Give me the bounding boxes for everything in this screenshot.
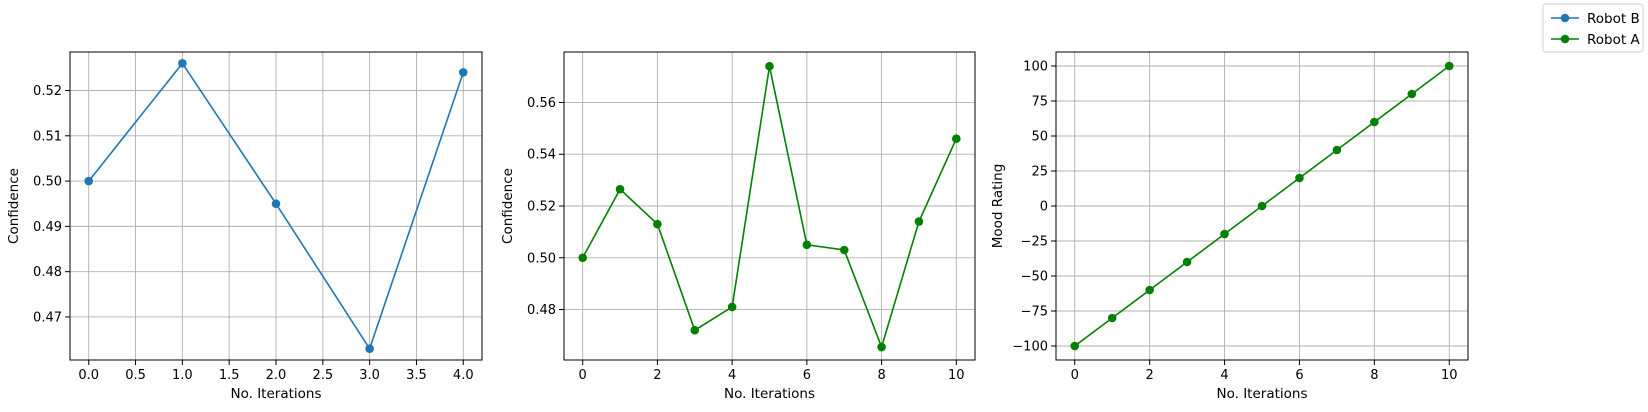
legend-marker — [1560, 13, 1570, 23]
y-tick-label: 0.52 — [527, 200, 556, 215]
y-tick-label: 100 — [1023, 60, 1048, 75]
data-point — [1145, 285, 1154, 295]
data-point — [765, 61, 774, 71]
x-tick-label: 10 — [1441, 368, 1458, 383]
y-tick-label: −50 — [1021, 270, 1048, 285]
y-axis-label: Confidence — [6, 168, 22, 244]
y-tick-label: −100 — [1012, 340, 1048, 355]
y-tick-label: 0.50 — [33, 175, 62, 190]
x-tick-label: 3.5 — [406, 368, 427, 383]
y-tick-label: 0.49 — [33, 220, 62, 235]
y-axis-label: Mood Rating — [990, 164, 1006, 249]
legend-label: Robot A — [1587, 32, 1640, 48]
legend-marker — [1560, 34, 1570, 44]
legend-entry-robot-b: Robot B — [1551, 11, 1640, 27]
data-point — [802, 240, 812, 250]
data-point — [1295, 173, 1304, 183]
x-tick-label: 6 — [1295, 368, 1303, 383]
data-point — [458, 68, 468, 77]
data-point — [578, 253, 587, 263]
data-point — [839, 245, 849, 255]
data-point — [1257, 201, 1267, 211]
y-tick-label: 0.56 — [527, 96, 556, 111]
y-tick-label: 0.54 — [527, 148, 556, 163]
x-tick-label: 6 — [803, 368, 811, 383]
x-tick-label: 3.0 — [359, 368, 380, 383]
data-point — [365, 344, 374, 353]
plot-frame — [1055, 51, 1469, 361]
y-tick-label: 0.48 — [33, 265, 62, 280]
data-point — [178, 59, 187, 68]
x-tick-label: 2.5 — [312, 368, 333, 383]
x-tick-label: 4.0 — [453, 368, 474, 383]
data-point — [914, 217, 924, 226]
data-point — [653, 219, 662, 229]
x-tick-label: 0 — [1071, 368, 1079, 383]
data-point — [1444, 61, 1454, 71]
y-tick-label: 0.52 — [33, 84, 62, 99]
data-point — [877, 342, 886, 352]
x-tick-label: 4 — [728, 368, 736, 383]
charts-group: 0.0 0.5 1.0 1.5 2.0 2.5 3.0 3.5 4.0 0.47 0.48 0.49 0… — [6, 51, 1469, 402]
x-tick-label: 2 — [653, 368, 661, 383]
legend: Robot B Robot A — [1542, 3, 1644, 53]
x-tick-label: 0.0 — [78, 368, 99, 383]
series-line — [581, 66, 958, 350]
legend-label: Robot B — [1587, 11, 1640, 27]
y-tick-label: −25 — [1021, 235, 1048, 250]
y-tick-label: 0.51 — [33, 129, 62, 144]
chart-panel-3: 0 2 4 6 8 10 −100 −75 −50 −25 0 25 50 75 100 No. Iterat… — [990, 51, 1469, 402]
x-tick-label: 0.5 — [125, 368, 146, 383]
x-tick-label: 8 — [1370, 368, 1378, 383]
y-tick-label: −75 — [1021, 305, 1048, 320]
y-tick-label: 0 — [1040, 200, 1048, 215]
data-point — [952, 134, 961, 144]
x-tick-label: 2 — [1145, 368, 1153, 383]
x-tick-label: 4 — [1220, 368, 1228, 383]
data-point — [1220, 229, 1229, 239]
y-tick-label: 0.47 — [33, 310, 62, 325]
x-tick-label: 2.0 — [266, 368, 287, 383]
y-tick-label: 0.50 — [527, 251, 556, 266]
data-point — [1332, 145, 1342, 155]
series-robot-a — [1070, 61, 1454, 351]
legend-entry-robot-a: Robot A — [1551, 32, 1640, 48]
plot-frame — [563, 51, 976, 361]
data-point — [727, 302, 737, 312]
data-point — [1370, 117, 1379, 127]
chart-panel-2: 0 2 4 6 8 10 0.48 0.50 0.52 0.54 0.56 No. Iteration… — [500, 51, 976, 402]
series-robot-a — [578, 61, 961, 352]
x-tick-label: 1.0 — [172, 368, 193, 383]
y-tick-label: 25 — [1031, 165, 1048, 180]
y-axis-label: Confidence — [500, 168, 516, 244]
x-tick-label: 0 — [579, 368, 587, 383]
data-point — [1107, 313, 1117, 323]
y-tick-label: 0.48 — [527, 303, 556, 318]
chart-panel-1: 0.0 0.5 1.0 1.5 2.0 2.5 3.0 3.5 4.0 0.47 0.48 0.49 0… — [6, 51, 483, 402]
data-point — [271, 199, 281, 209]
x-axis-label: No. Iterations — [724, 386, 815, 402]
data-point — [1407, 89, 1417, 99]
x-axis-label: No. Iterations — [1217, 386, 1308, 402]
data-point — [84, 176, 94, 186]
series-robot-b — [84, 59, 468, 353]
data-point — [1182, 257, 1192, 267]
x-axis-label: No. Iterations — [231, 386, 322, 402]
grid-lines — [564, 52, 975, 360]
data-point — [1070, 341, 1080, 351]
data-point — [615, 184, 625, 194]
plot-frame — [69, 51, 483, 361]
y-tick-label: 75 — [1031, 95, 1048, 110]
x-tick-label: 1.5 — [219, 368, 240, 383]
data-point — [690, 325, 700, 335]
y-tick-label: 50 — [1031, 130, 1048, 145]
x-tick-label: 10 — [948, 368, 965, 383]
x-tick-label: 8 — [877, 368, 885, 383]
